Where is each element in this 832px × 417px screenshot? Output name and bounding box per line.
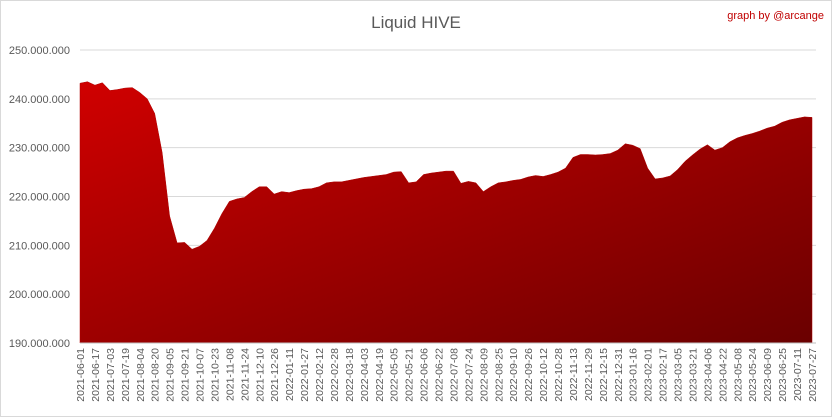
x-tick-label: 2022-07-24	[463, 348, 475, 402]
y-tick-label: 240.000.000	[9, 94, 70, 106]
x-tick-label: 2022-03-18	[344, 348, 356, 402]
x-tick-label: 2022-09-10	[508, 348, 520, 402]
x-tick-label: 2023-05-24	[747, 348, 759, 402]
x-tick-label: 2023-01-16	[628, 348, 640, 402]
x-tick-label: 2022-12-31	[613, 348, 625, 402]
x-tick-label: 2022-08-25	[493, 348, 505, 402]
x-tick-label: 2022-05-21	[404, 348, 416, 402]
y-tick-label: 220.000.000	[9, 192, 70, 204]
x-tick-label: 2021-10-07	[195, 348, 207, 402]
x-tick-label: 2022-05-05	[389, 348, 401, 402]
x-tick-label: 2023-07-27	[807, 348, 819, 402]
x-tick-label: 2023-03-05	[673, 348, 685, 402]
x-tick-label: 2021-11-24	[239, 348, 251, 401]
x-tick-label: 2021-08-20	[150, 348, 162, 402]
x-tick-label: 2021-09-21	[180, 348, 192, 402]
x-tick-label: 2023-06-25	[777, 348, 789, 402]
x-tick-label: 2022-11-13	[568, 348, 580, 401]
x-tick-label: 2022-01-11	[284, 348, 296, 401]
y-tick-label: 200.000.000	[9, 289, 70, 301]
x-tick-label: 2022-10-28	[553, 348, 565, 402]
chart-title: Liquid HIVE	[371, 13, 461, 32]
x-tick-label: 2021-08-04	[135, 348, 147, 402]
x-tick-label: 2021-06-01	[75, 348, 87, 402]
area	[79, 81, 813, 344]
x-tick-label: 2023-04-22	[717, 348, 729, 402]
x-tick-label: 2021-12-26	[269, 348, 281, 402]
x-tick-label: 2021-07-19	[120, 348, 132, 402]
x-tick-label: 2023-06-09	[762, 348, 774, 402]
x-tick-label: 2022-02-28	[329, 348, 341, 402]
x-tick-label: 2022-01-27	[299, 348, 311, 402]
x-tick-label: 2022-11-29	[583, 348, 595, 401]
x-tick-label: 2021-09-05	[165, 348, 177, 402]
annotation: graph by @arcange	[727, 10, 824, 22]
x-tick-label: 2022-04-03	[359, 348, 371, 402]
x-tick-label: 2021-12-10	[254, 348, 266, 402]
x-tick-label: 2022-10-12	[538, 348, 550, 402]
x-tick-label: 2022-06-06	[419, 348, 431, 402]
x-tick-label: 2022-02-12	[314, 348, 326, 402]
x-tick-label: 2023-04-06	[702, 348, 714, 402]
x-tick-label: 2021-06-17	[90, 348, 102, 402]
y-tick-label: 250.000.000	[9, 45, 70, 57]
y-tick-label: 190.000.000	[9, 338, 70, 350]
x-tick-label: 2021-10-23	[209, 348, 221, 402]
x-tick-label: 2022-08-09	[478, 348, 490, 402]
x-tick-label: 2023-02-17	[658, 348, 670, 402]
y-tick-label: 230.000.000	[9, 143, 70, 155]
x-tick-label: 2023-02-01	[643, 348, 655, 402]
x-tick-label: 2022-09-26	[523, 348, 535, 402]
x-tick-label: 2022-07-08	[448, 348, 460, 402]
x-tick-label: 2021-11-08	[224, 348, 236, 401]
x-tick-label: 2022-12-15	[598, 348, 610, 402]
x-tick-label: 2023-07-11	[792, 348, 804, 401]
x-tick-label: 2022-06-22	[434, 348, 446, 402]
x-tick-label: 2022-04-19	[374, 348, 386, 402]
x-tick-label: 2021-07-03	[105, 348, 117, 402]
y-tick-label: 210.000.000	[9, 240, 70, 252]
x-tick-label: 2023-03-21	[687, 348, 699, 402]
x-tick-label: 2023-05-08	[732, 348, 744, 402]
